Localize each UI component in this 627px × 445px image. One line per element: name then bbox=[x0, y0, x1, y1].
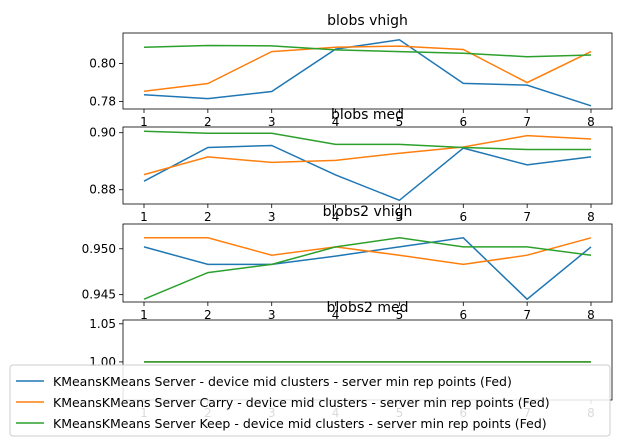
subplot-title: blobs2 vhigh bbox=[323, 204, 413, 220]
series-line-2 bbox=[143, 134, 592, 176]
subplot-title: blobs med bbox=[331, 107, 404, 123]
axes-frame bbox=[122, 223, 613, 303]
series-line-3 bbox=[143, 44, 592, 58]
series-line-1 bbox=[143, 39, 592, 107]
legend-label: KMeansKMeans Server - device mid cluster… bbox=[53, 374, 512, 389]
legend-label: KMeansKMeans Server Carry - device mid c… bbox=[53, 395, 550, 410]
subplot-title: blobs vhigh bbox=[327, 13, 408, 29]
x-tick-label: 6 bbox=[459, 115, 467, 129]
x-tick-label: 6 bbox=[459, 210, 467, 224]
x-tick-label: 3 bbox=[268, 210, 276, 224]
series-line-2 bbox=[143, 45, 592, 93]
subplot-3: 1 2 3 4 5 6 7 8 0.945 0.950 blobs2 vhigh bbox=[82, 204, 613, 322]
x-tick-label: 2 bbox=[204, 308, 212, 322]
x-tick-label: 8 bbox=[587, 115, 595, 129]
x-tick-label: 7 bbox=[523, 115, 531, 129]
x-tick-label: 7 bbox=[523, 308, 531, 322]
x-tick-label: 7 bbox=[523, 210, 531, 224]
y-tick-label: 0.80 bbox=[89, 56, 116, 70]
y-tick-label: 0.78 bbox=[89, 94, 116, 108]
y-tick-label: 0.945 bbox=[82, 288, 116, 302]
x-tick-label: 4 bbox=[332, 308, 340, 322]
x-tick-label: 4 bbox=[332, 115, 340, 129]
axes-frame bbox=[122, 126, 613, 205]
x-tick-label: 6 bbox=[459, 308, 467, 322]
x-tick-label: 2 bbox=[204, 115, 212, 129]
x-tick-label: 5 bbox=[396, 115, 404, 129]
x-tick-label: 1 bbox=[140, 115, 148, 129]
x-tick-label: 8 bbox=[587, 210, 595, 224]
x-tick-label: 2 bbox=[204, 210, 212, 224]
y-tick-label: 0.950 bbox=[82, 242, 116, 256]
x-tick-label: 3 bbox=[268, 115, 276, 129]
legend-box bbox=[9, 364, 611, 437]
y-tick-label: 0.90 bbox=[89, 126, 116, 140]
y-tick-label: 1.05 bbox=[89, 317, 116, 331]
x-tick-label: 3 bbox=[268, 308, 276, 322]
subplot-1: 1 2 3 4 5 6 7 8 0.78 0.80 blobs vhigh bbox=[89, 13, 613, 129]
x-tick-label: 8 bbox=[587, 308, 595, 322]
series-line-1 bbox=[143, 144, 592, 202]
x-tick-label: 1 bbox=[140, 210, 148, 224]
subplot-title: blobs2 med bbox=[326, 300, 408, 316]
legend-label: KMeansKMeans Server Keep - device mid cl… bbox=[53, 416, 547, 431]
x-tick-label: 1 bbox=[140, 308, 148, 322]
series-line-2 bbox=[144, 237, 592, 266]
x-tick-label: 5 bbox=[396, 308, 404, 322]
legend: KMeansKMeans Server - device mid cluster… bbox=[9, 364, 611, 437]
series-line-3 bbox=[143, 130, 591, 151]
series-line-3 bbox=[143, 237, 592, 300]
x-tick-label: 5 bbox=[396, 210, 404, 224]
subplot-2: 1 2 3 4 5 6 7 8 0.88 0.90 blobs med bbox=[89, 107, 613, 224]
y-tick-label: 0.88 bbox=[89, 183, 116, 197]
x-tick-label: 4 bbox=[332, 210, 340, 224]
axes-frame bbox=[122, 32, 613, 110]
